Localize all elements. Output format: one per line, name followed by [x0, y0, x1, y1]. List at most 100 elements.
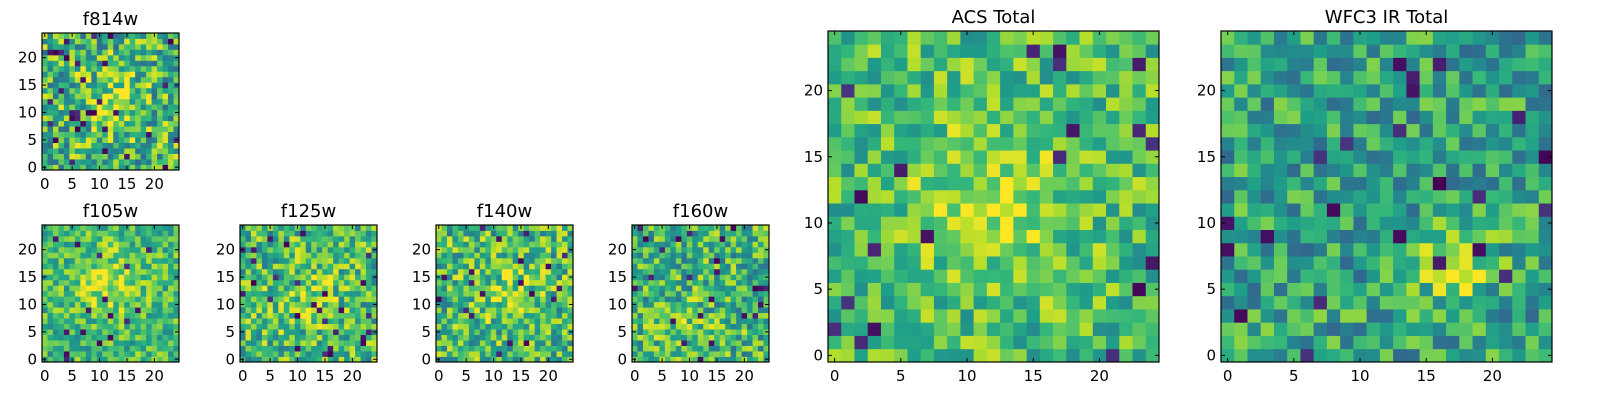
heatmap-cell: [1079, 176, 1094, 191]
heatmap-cell: [85, 153, 92, 160]
heatmap-cell: [490, 323, 497, 330]
heatmap-cell: [289, 307, 296, 314]
heatmap-cell: [496, 329, 503, 335]
heatmap-cell: [102, 164, 109, 171]
heatmap-cell: [725, 296, 732, 303]
heatmap-cell: [545, 345, 552, 352]
heatmap-cell: [102, 38, 109, 45]
heatmap-cell: [69, 142, 76, 149]
heatmap-cell: [1145, 123, 1160, 138]
heatmap-cell: [140, 246, 147, 253]
heatmap-cell: [168, 257, 174, 264]
heatmap-cell: [63, 230, 70, 237]
heatmap-cell: [91, 334, 98, 341]
heatmap-cell: [1459, 97, 1473, 111]
heatmap-cell: [880, 203, 895, 217]
heatmap-cell: [96, 87, 103, 94]
heatmap-cell: [725, 318, 732, 325]
heatmap-cell: [151, 76, 158, 83]
heatmap-cell: [659, 323, 666, 330]
heatmap-cell: [107, 120, 114, 127]
heatmap-cell: [708, 285, 715, 292]
heatmap-cell: [96, 120, 103, 127]
heatmap-cell: [80, 334, 87, 341]
heatmap-cell: [85, 345, 92, 352]
heatmap-cell: [162, 340, 169, 346]
heatmap-cell: [162, 104, 169, 111]
heatmap-cell: [1525, 70, 1540, 85]
heatmap-cell: [140, 329, 147, 335]
heatmap-cell: [545, 268, 552, 275]
heatmap-cell: [562, 334, 568, 341]
heatmap-cell: [1499, 150, 1513, 164]
heatmap-cell: [305, 318, 312, 325]
heatmap-cell: [1247, 163, 1262, 178]
heatmap-cell: [736, 225, 742, 231]
heatmap-cell: [1221, 335, 1235, 350]
heatmap-cell: [135, 131, 142, 138]
heatmap-cell: [1260, 269, 1275, 283]
heatmap-cell: [140, 164, 147, 171]
heatmap-cell: [85, 54, 92, 61]
heatmap-cell: [344, 257, 350, 264]
heatmap-cell: [300, 340, 307, 346]
heatmap-cell: [85, 246, 92, 253]
heatmap-cell: [267, 252, 274, 259]
heatmap-cell: [1459, 123, 1473, 138]
heatmap-cell: [1300, 44, 1315, 58]
heatmap-cell: [58, 263, 65, 270]
heatmap-cell: [501, 230, 508, 237]
heatmap-cell: [1221, 189, 1235, 204]
heatmap-cell: [80, 93, 87, 100]
heatmap-cell: [278, 318, 285, 325]
heatmap-cell: [986, 229, 1001, 244]
heatmap-cell: [1221, 70, 1235, 85]
heatmap-cell: [173, 126, 180, 133]
heatmap-cell: [316, 323, 323, 330]
heatmap-cell: [567, 290, 574, 297]
heatmap-cell: [355, 230, 361, 237]
heatmap-cell: [300, 351, 307, 357]
heatmap-cell: [124, 126, 131, 133]
heatmap-cell: [1313, 335, 1328, 350]
heatmap-cell: [1512, 189, 1526, 204]
heatmap-cell: [129, 65, 136, 72]
heatmap-cell: [283, 290, 290, 297]
heatmap-cell: [173, 252, 180, 259]
heatmap-cell: [468, 356, 475, 363]
heatmap-cell: [540, 268, 546, 275]
heatmap-cell: [42, 257, 48, 264]
heatmap-cell: [545, 301, 552, 308]
heatmap-cell: [85, 49, 92, 56]
heatmap-cell: [316, 274, 323, 281]
heatmap-cell: [1145, 31, 1160, 45]
heatmap-cell: [1538, 44, 1553, 58]
heatmap-cell: [1459, 189, 1473, 204]
heatmap-cell: [261, 318, 268, 325]
heatmap-cell: [91, 142, 98, 149]
heatmap-cell: [118, 263, 125, 270]
heatmap-cell: [973, 295, 988, 310]
heatmap-cell: [135, 93, 142, 100]
heatmap-cell: [747, 356, 753, 363]
heatmap-cell: [1525, 110, 1540, 125]
heatmap-cell: [1145, 44, 1160, 58]
heatmap-cell: [85, 318, 92, 325]
heatmap-cell: [1039, 256, 1054, 270]
heatmap-cell: [250, 225, 257, 231]
heatmap-cell: [1353, 97, 1368, 111]
heatmap-cell: [118, 93, 125, 100]
heatmap-cell: [986, 256, 1001, 270]
heatmap-cell: [162, 153, 169, 160]
heatmap-cell: [96, 296, 103, 303]
heatmap-cell: [118, 230, 125, 237]
heatmap-cell: [1538, 335, 1553, 350]
heatmap-cell: [947, 282, 961, 297]
heatmap-cell: [289, 290, 296, 297]
heatmap-cell: [1393, 269, 1407, 283]
heatmap-cell: [52, 131, 59, 138]
heatmap-cell: [1393, 176, 1407, 191]
heatmap-cell: [697, 235, 704, 242]
heatmap-cell: [1132, 282, 1147, 297]
